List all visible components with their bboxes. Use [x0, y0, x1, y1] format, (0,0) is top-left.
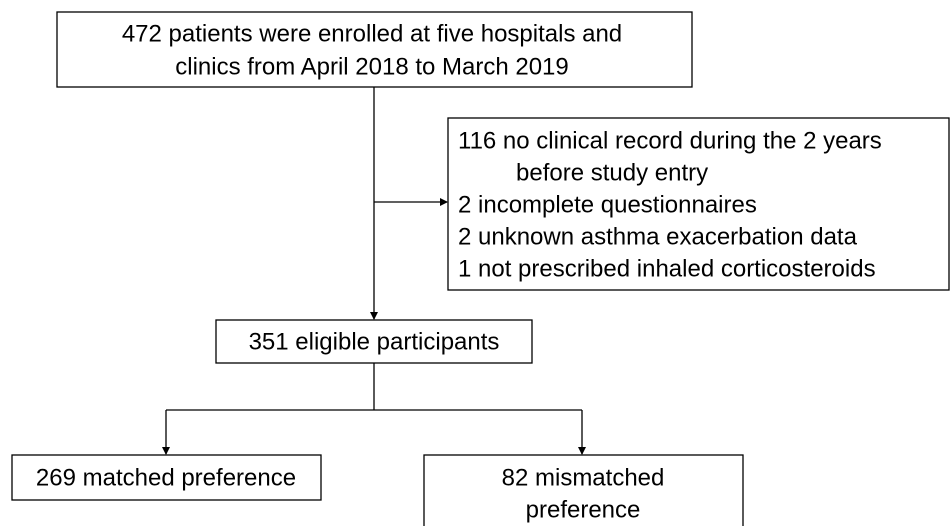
box	[215, 319, 533, 364]
box	[11, 454, 322, 501]
exclusion-text: 2 incomplete questionnaires	[458, 191, 757, 218]
exclusion-text: 1 not prescribed inhaled corticosteroids	[458, 255, 876, 282]
exclusion-box	[447, 117, 950, 291]
box-text: 82 mismatched	[502, 464, 665, 491]
box	[56, 11, 693, 88]
box-text: clinics from April 2018 to March 2019	[175, 53, 569, 80]
box-text: 351 eligible participants	[249, 328, 500, 355]
box-text: 269 matched preference	[36, 464, 296, 491]
exclusion-text: before study entry	[516, 159, 708, 186]
exclusion-text: 116 no clinical record during the 2 year…	[458, 127, 882, 154]
exclusion-text: 2 unknown asthma exacerbation data	[458, 223, 858, 250]
box-text: 472 patients were enrolled at five hospi…	[122, 20, 622, 47]
box	[423, 454, 744, 526]
box-text: preference	[526, 496, 641, 523]
